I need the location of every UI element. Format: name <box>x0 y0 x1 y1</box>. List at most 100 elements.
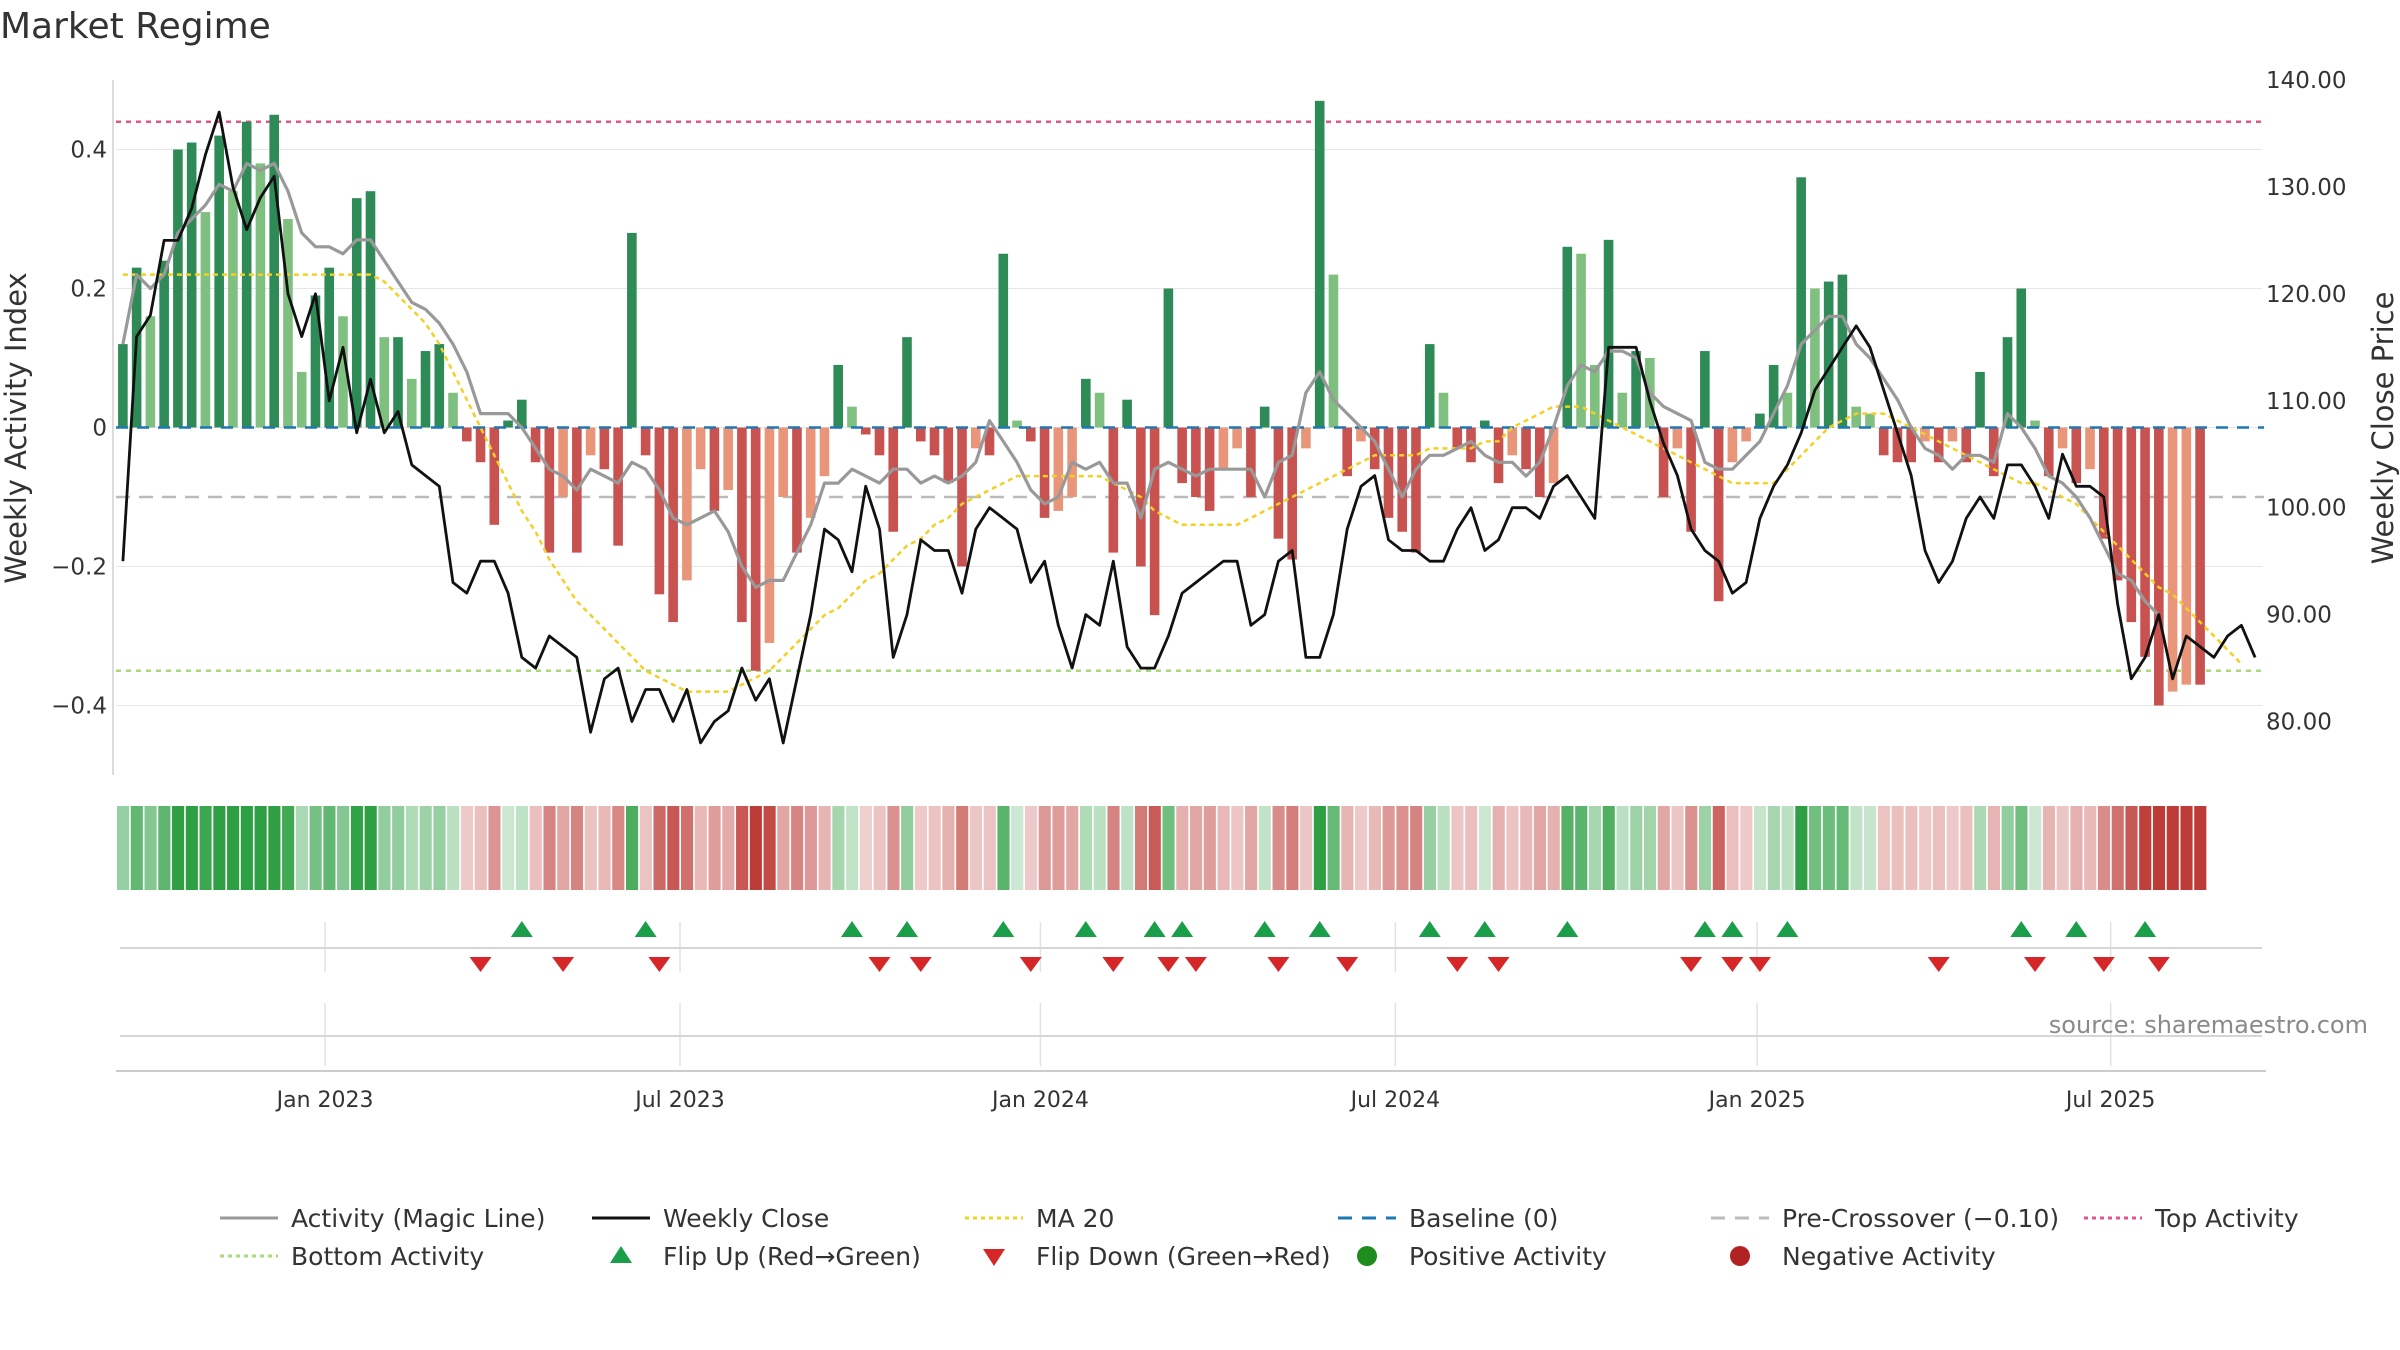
activity-bar <box>2085 427 2095 470</box>
x-tick-label: Jul 2024 <box>1349 1088 1441 1113</box>
regime-cell <box>818 806 831 890</box>
regime-cell <box>1451 806 1464 890</box>
activity-bar <box>915 427 926 442</box>
activity-bar <box>682 427 692 581</box>
regime-cell <box>1107 806 1120 890</box>
magic-line <box>121 161 2160 617</box>
activity-bar <box>296 371 307 428</box>
regime-cell <box>997 806 1010 890</box>
legend-label: Flip Up (Red→Green) <box>663 1242 921 1271</box>
flip-markers <box>120 921 2262 972</box>
activity-bar <box>1301 427 1311 449</box>
regime-cell <box>1079 806 1093 890</box>
regime-cell <box>887 806 900 890</box>
activity-bar <box>1782 392 1793 428</box>
regime-cell <box>612 806 625 890</box>
regime-cell <box>1877 806 1890 890</box>
flip-down-marker <box>552 957 575 972</box>
regime-cell <box>1740 806 1753 890</box>
regime-cell <box>268 806 281 890</box>
activity-bar <box>1246 427 1256 497</box>
activity-bar <box>2002 337 2013 428</box>
activity-bar <box>1026 427 1036 442</box>
regime-cell <box>1011 806 1024 890</box>
regime-cell <box>488 806 501 890</box>
activity-bar <box>2057 427 2068 449</box>
activity-bar <box>970 427 981 449</box>
activity-bar <box>228 191 238 428</box>
regime-cell <box>1974 806 1987 890</box>
activity-bar <box>929 427 940 456</box>
legend-label: Pre-Crossover (−0.10) <box>1782 1204 2059 1233</box>
activity-bar <box>723 427 733 491</box>
activity-bar <box>764 427 775 643</box>
regime-cell <box>1341 806 1354 890</box>
activity-bar <box>2181 427 2192 685</box>
activity-bar <box>1603 239 1614 428</box>
regime-cell <box>1809 806 1822 890</box>
activity-bar <box>255 163 266 428</box>
right-axis-label: Weekly Close Price <box>2366 292 2400 565</box>
regime-cell <box>515 806 529 890</box>
left-tick-label: 0 <box>92 416 107 442</box>
legend-label: MA 20 <box>1036 1204 1114 1233</box>
regime-cell <box>2042 806 2056 890</box>
activity-bar <box>1837 274 1848 428</box>
regime-cell <box>928 806 941 890</box>
regime-cell <box>1698 806 1712 890</box>
regime-cell <box>1712 806 1725 890</box>
activity-bar <box>1149 427 1160 616</box>
regime-cell <box>1355 806 1368 890</box>
regime-cell <box>625 806 639 890</box>
regime-heat-strip <box>117 806 2207 890</box>
activity-bar <box>668 427 678 623</box>
activity-bar <box>145 316 156 428</box>
legend-label: Bottom Activity <box>291 1242 484 1271</box>
activity-bar <box>943 427 954 484</box>
flip-up-marker <box>1556 921 1579 937</box>
regime-cell <box>2001 806 2014 890</box>
activity-bar <box>874 427 885 456</box>
activity-bar <box>2140 427 2150 657</box>
regime-cell <box>1024 806 1038 890</box>
regime-cell <box>667 806 680 890</box>
regime-cell <box>749 806 762 890</box>
activity-bar <box>695 427 706 470</box>
activity-bar <box>1878 427 1889 456</box>
axes: 0.4 0.2 0 −0.2 −0.4 140.00 130.00 120.00 110.00 1… <box>0 68 2400 775</box>
flip-up-marker <box>1776 921 1799 937</box>
activity-bar <box>640 427 651 456</box>
regime-cell <box>378 806 391 890</box>
regime-cell <box>1478 806 1492 890</box>
regime-cell <box>1520 806 1533 890</box>
regime-cell <box>1767 806 1780 890</box>
activity-bar <box>709 427 720 511</box>
regime-cell <box>777 806 790 890</box>
activity-bar <box>448 392 458 428</box>
ma20-line <box>122 273 2243 693</box>
regime-cell <box>1286 806 1299 890</box>
left-tick-label: 0.2 <box>70 277 107 303</box>
flip-down-marker <box>1267 957 1290 972</box>
right-tick-label: 100.00 <box>2266 496 2346 522</box>
activity-bar <box>1259 406 1270 428</box>
legend-swatch <box>983 1249 1005 1266</box>
activity-bar <box>1796 177 1806 428</box>
activity-bar <box>324 267 335 428</box>
regime-cell <box>1616 806 1629 890</box>
activity-bar <box>585 427 596 456</box>
activity-bars <box>116 100 2264 706</box>
regime-cell <box>2125 806 2138 890</box>
activity-bar <box>393 337 403 428</box>
regime-cell <box>1919 806 1932 890</box>
activity-bar <box>1493 427 1504 484</box>
flip-up-marker <box>840 921 863 937</box>
activity-bar <box>1163 288 1174 428</box>
legend-label: Weekly Close <box>663 1204 829 1233</box>
regime-cell <box>1864 806 1877 890</box>
activity-bar <box>1342 427 1352 477</box>
regime-cell <box>1533 806 1547 890</box>
regime-cell <box>1121 806 1134 890</box>
legend-swatch <box>1730 1246 1750 1266</box>
regime-cell <box>681 806 694 890</box>
